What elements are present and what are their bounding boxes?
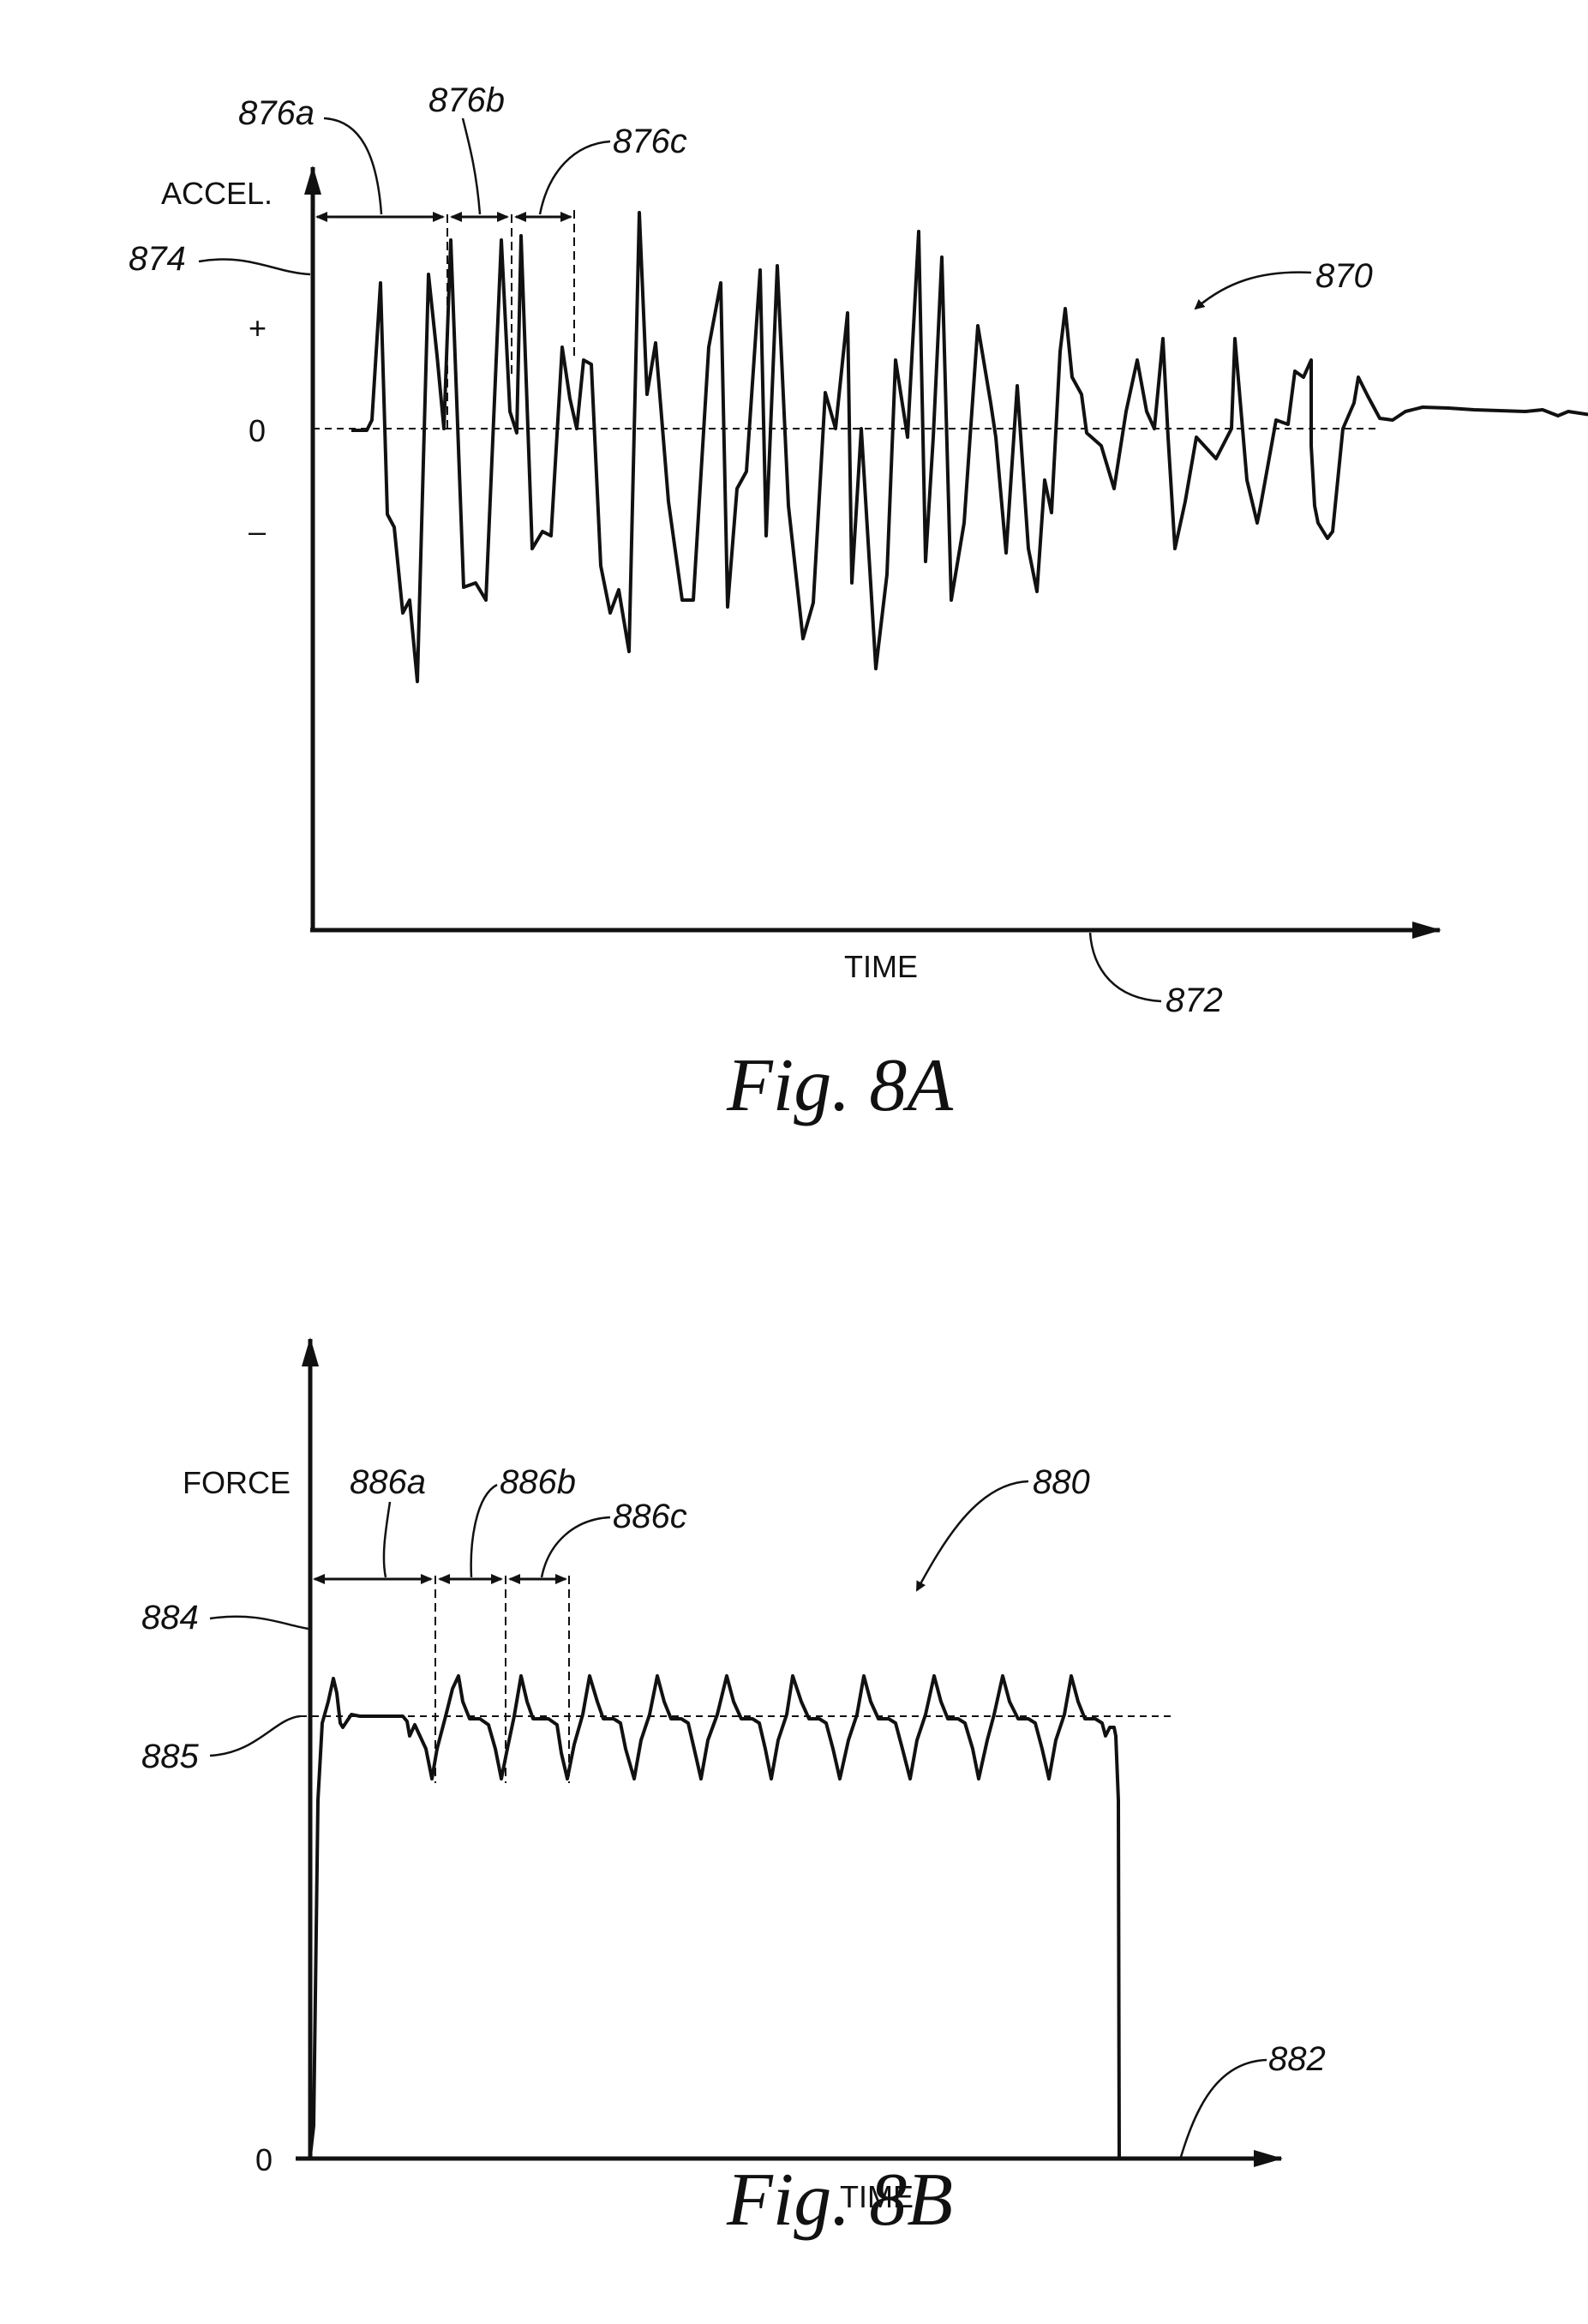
fig8a-ref-x-axis: 872: [1166, 982, 1223, 1019]
fig8a-ref-interval-a: 876a: [238, 94, 315, 132]
fig8a-ref-interval-c: 876c: [613, 123, 687, 160]
fig8b-leader-y-axis: [210, 1617, 309, 1629]
fig8b-leader-graph: [917, 1481, 1028, 1590]
fig8a-tick-plus: +: [249, 310, 267, 345]
fig8a-ref-y-axis: 874: [129, 240, 186, 278]
fig8b-ref-interval-a: 886a: [350, 1463, 426, 1501]
fig8a-ref-graph: 870: [1315, 257, 1373, 295]
fig8b-ref-graph: 880: [1033, 1463, 1090, 1501]
fig8a-caption: Fig. 8A: [726, 1044, 954, 1127]
fig8b-y-axis-label: FORCE: [183, 1465, 291, 1500]
fig8b-ref-reference-level: 885: [141, 1738, 199, 1775]
figure-8b: FORCE 0 TIME 886a 886b 886c 880 884 885 …: [141, 1339, 1326, 2242]
fig8b-leader-reference-level: [210, 1716, 300, 1756]
fig8b-leader-interval-c: [542, 1517, 610, 1577]
fig8b-leader-interval-a: [384, 1502, 390, 1577]
fig8a-leader-interval-b: [463, 118, 480, 214]
fig8b-ref-interval-c: 886c: [613, 1498, 687, 1535]
fig8a-leader-x-axis: [1090, 933, 1161, 1001]
fig8a-leader-graph: [1195, 273, 1311, 309]
fig8b-ref-x-axis: 882: [1268, 2040, 1326, 2078]
fig8a-tick-minus: –: [249, 513, 266, 549]
fig8a-y-axis-label: ACCEL.: [161, 176, 273, 211]
fig8b-leader-interval-b: [471, 1485, 497, 1577]
fig8b-caption: Fig. 8B: [726, 2159, 953, 2242]
fig8a-leader-interval-c: [540, 141, 610, 214]
figure-8a: ACCEL. + 0 – TIME 876a 876b 876c 874 870…: [129, 81, 1588, 1127]
fig8b-ref-interval-b: 886b: [500, 1463, 576, 1501]
fig8b-ref-y-axis: 884: [141, 1599, 199, 1636]
fig8b-force-waveform: [310, 1676, 1119, 2159]
fig8b-leader-x-axis: [1181, 2060, 1267, 2157]
fig8a-x-axis-label: TIME: [844, 949, 918, 984]
fig8a-leader-interval-a: [324, 118, 381, 214]
fig8a-tick-zero: 0: [249, 413, 266, 448]
fig8a-acceleration-waveform: [351, 213, 1588, 682]
fig8a-leader-y-axis: [199, 259, 310, 274]
fig8b-tick-zero: 0: [255, 2142, 273, 2177]
fig8a-ref-interval-b: 876b: [428, 81, 505, 119]
